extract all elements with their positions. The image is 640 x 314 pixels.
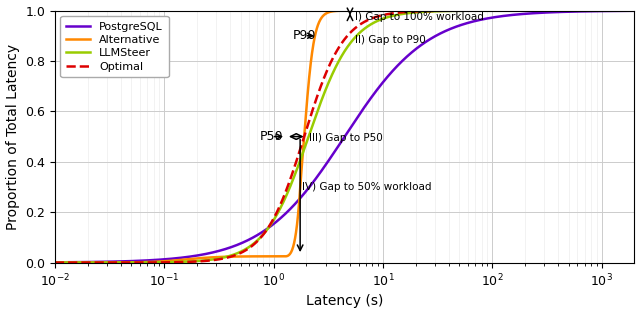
X-axis label: Latency (s): Latency (s) <box>306 295 383 308</box>
Optimal <box>51 261 59 264</box>
Alternative <box>620 9 627 13</box>
Alternative <box>630 9 638 13</box>
LLMSteer <box>620 9 627 13</box>
PostgreSQL <box>51 260 59 264</box>
Y-axis label: Proportion of Total Latency: Proportion of Total Latency <box>6 44 20 230</box>
Optimal <box>630 9 638 13</box>
LLMSteer <box>51 261 59 264</box>
LLMSteer <box>557 9 564 13</box>
Alternative <box>51 261 59 264</box>
Optimal <box>298 141 306 145</box>
Text: P50: P50 <box>260 130 284 143</box>
Text: P90: P90 <box>293 29 316 42</box>
Alternative <box>152 260 159 264</box>
Alternative <box>557 9 564 13</box>
Optimal <box>152 261 159 264</box>
Text: IV) Gap to 50% workload: IV) Gap to 50% workload <box>302 182 431 192</box>
LLMSteer <box>273 212 281 216</box>
Alternative <box>117 261 125 264</box>
LLMSteer <box>630 9 638 13</box>
Text: I) Gap to 100% workload: I) Gap to 100% workload <box>355 12 483 22</box>
Optimal <box>117 261 125 264</box>
Optimal <box>557 9 564 13</box>
PostgreSQL <box>620 9 627 13</box>
Optimal <box>620 9 627 13</box>
Text: III) Gap to P50: III) Gap to P50 <box>308 133 383 143</box>
LLMSteer <box>298 153 306 157</box>
PostgreSQL <box>557 10 564 14</box>
PostgreSQL <box>273 219 281 223</box>
PostgreSQL <box>117 260 125 263</box>
Alternative <box>298 160 306 163</box>
Line: Optimal: Optimal <box>55 11 634 263</box>
Alternative <box>481 9 489 13</box>
Text: II) Gap to P90: II) Gap to P90 <box>355 35 425 45</box>
LLMSteer <box>152 260 159 264</box>
Line: Alternative: Alternative <box>55 11 634 263</box>
PostgreSQL <box>298 194 306 198</box>
PostgreSQL <box>630 9 638 13</box>
Line: LLMSteer: LLMSteer <box>55 11 634 263</box>
Optimal <box>273 210 281 214</box>
LLMSteer <box>117 261 125 264</box>
Line: PostgreSQL: PostgreSQL <box>55 11 634 262</box>
Alternative <box>273 254 281 258</box>
PostgreSQL <box>152 258 159 262</box>
Legend: PostgreSQL, Alternative, LLMSteer, Optimal: PostgreSQL, Alternative, LLMSteer, Optim… <box>60 16 168 77</box>
